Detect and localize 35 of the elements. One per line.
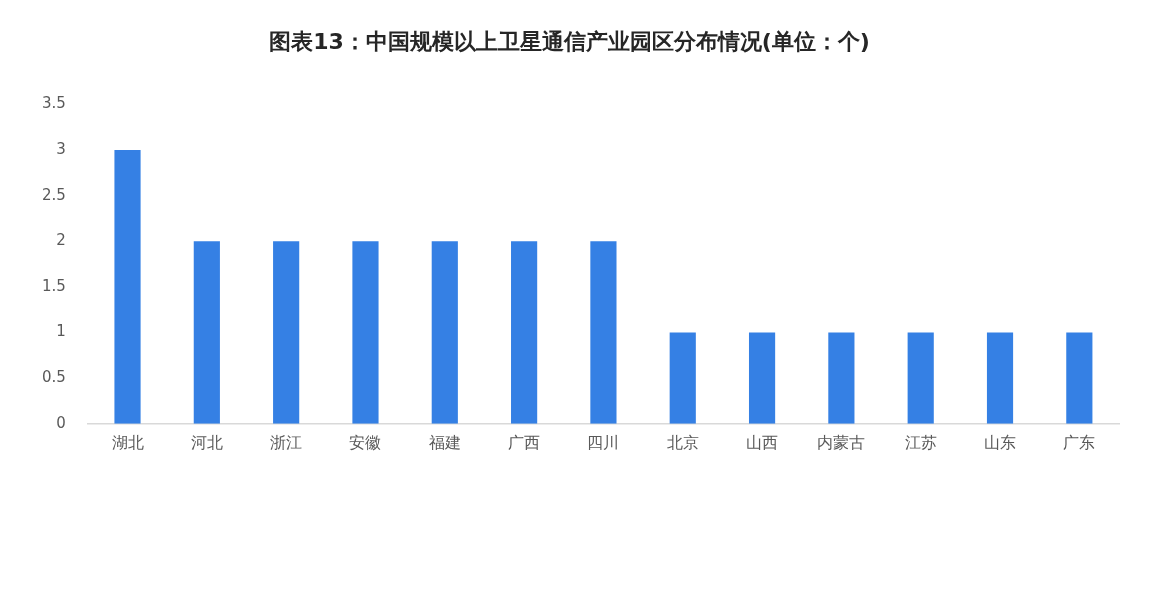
x-tick-label: 河北: [190, 432, 223, 452]
x-tick-label: 山西: [746, 432, 779, 452]
x-tick-label: 内蒙古: [817, 432, 866, 452]
y-tick-label: 2: [56, 231, 66, 250]
x-tick-label: 福建: [428, 432, 461, 452]
bar: [114, 150, 141, 424]
y-tick-label: 1.5: [42, 276, 66, 295]
x-tick-label: 湖北: [111, 432, 144, 452]
bar: [273, 241, 300, 424]
bar: [1066, 332, 1093, 424]
y-tick-label: 2.5: [42, 185, 66, 204]
bar: [748, 332, 776, 424]
x-tick-label: 四川: [587, 432, 620, 452]
y-tick-label: 1: [56, 322, 66, 341]
x-tick-label: 安徽: [349, 432, 382, 452]
y-tick-label: 3.5: [42, 94, 66, 113]
x-tick-label: 江苏: [904, 432, 937, 452]
bar: [193, 241, 220, 424]
x-tick-label: 广东: [1063, 432, 1096, 452]
x-tick-label: 北京: [666, 432, 699, 452]
y-tick-label: 0: [56, 413, 66, 432]
y-tick-label: 0.5: [42, 368, 66, 387]
x-tick-label: 广西: [508, 432, 541, 452]
bar: [511, 241, 538, 424]
bar: [907, 332, 934, 424]
chart-title: 图表13：中国规模以上卫星通信产业园区分布情况(单位：个): [269, 28, 870, 54]
bar: [431, 241, 458, 424]
bar: [669, 332, 696, 424]
bar: [828, 332, 855, 424]
bar: [986, 332, 1014, 424]
x-tick-label: 浙江: [270, 432, 303, 452]
x-tick-label: 山东: [984, 432, 1017, 452]
y-tick-label: 3: [56, 139, 66, 158]
bar: [352, 241, 379, 424]
bar: [590, 241, 617, 424]
